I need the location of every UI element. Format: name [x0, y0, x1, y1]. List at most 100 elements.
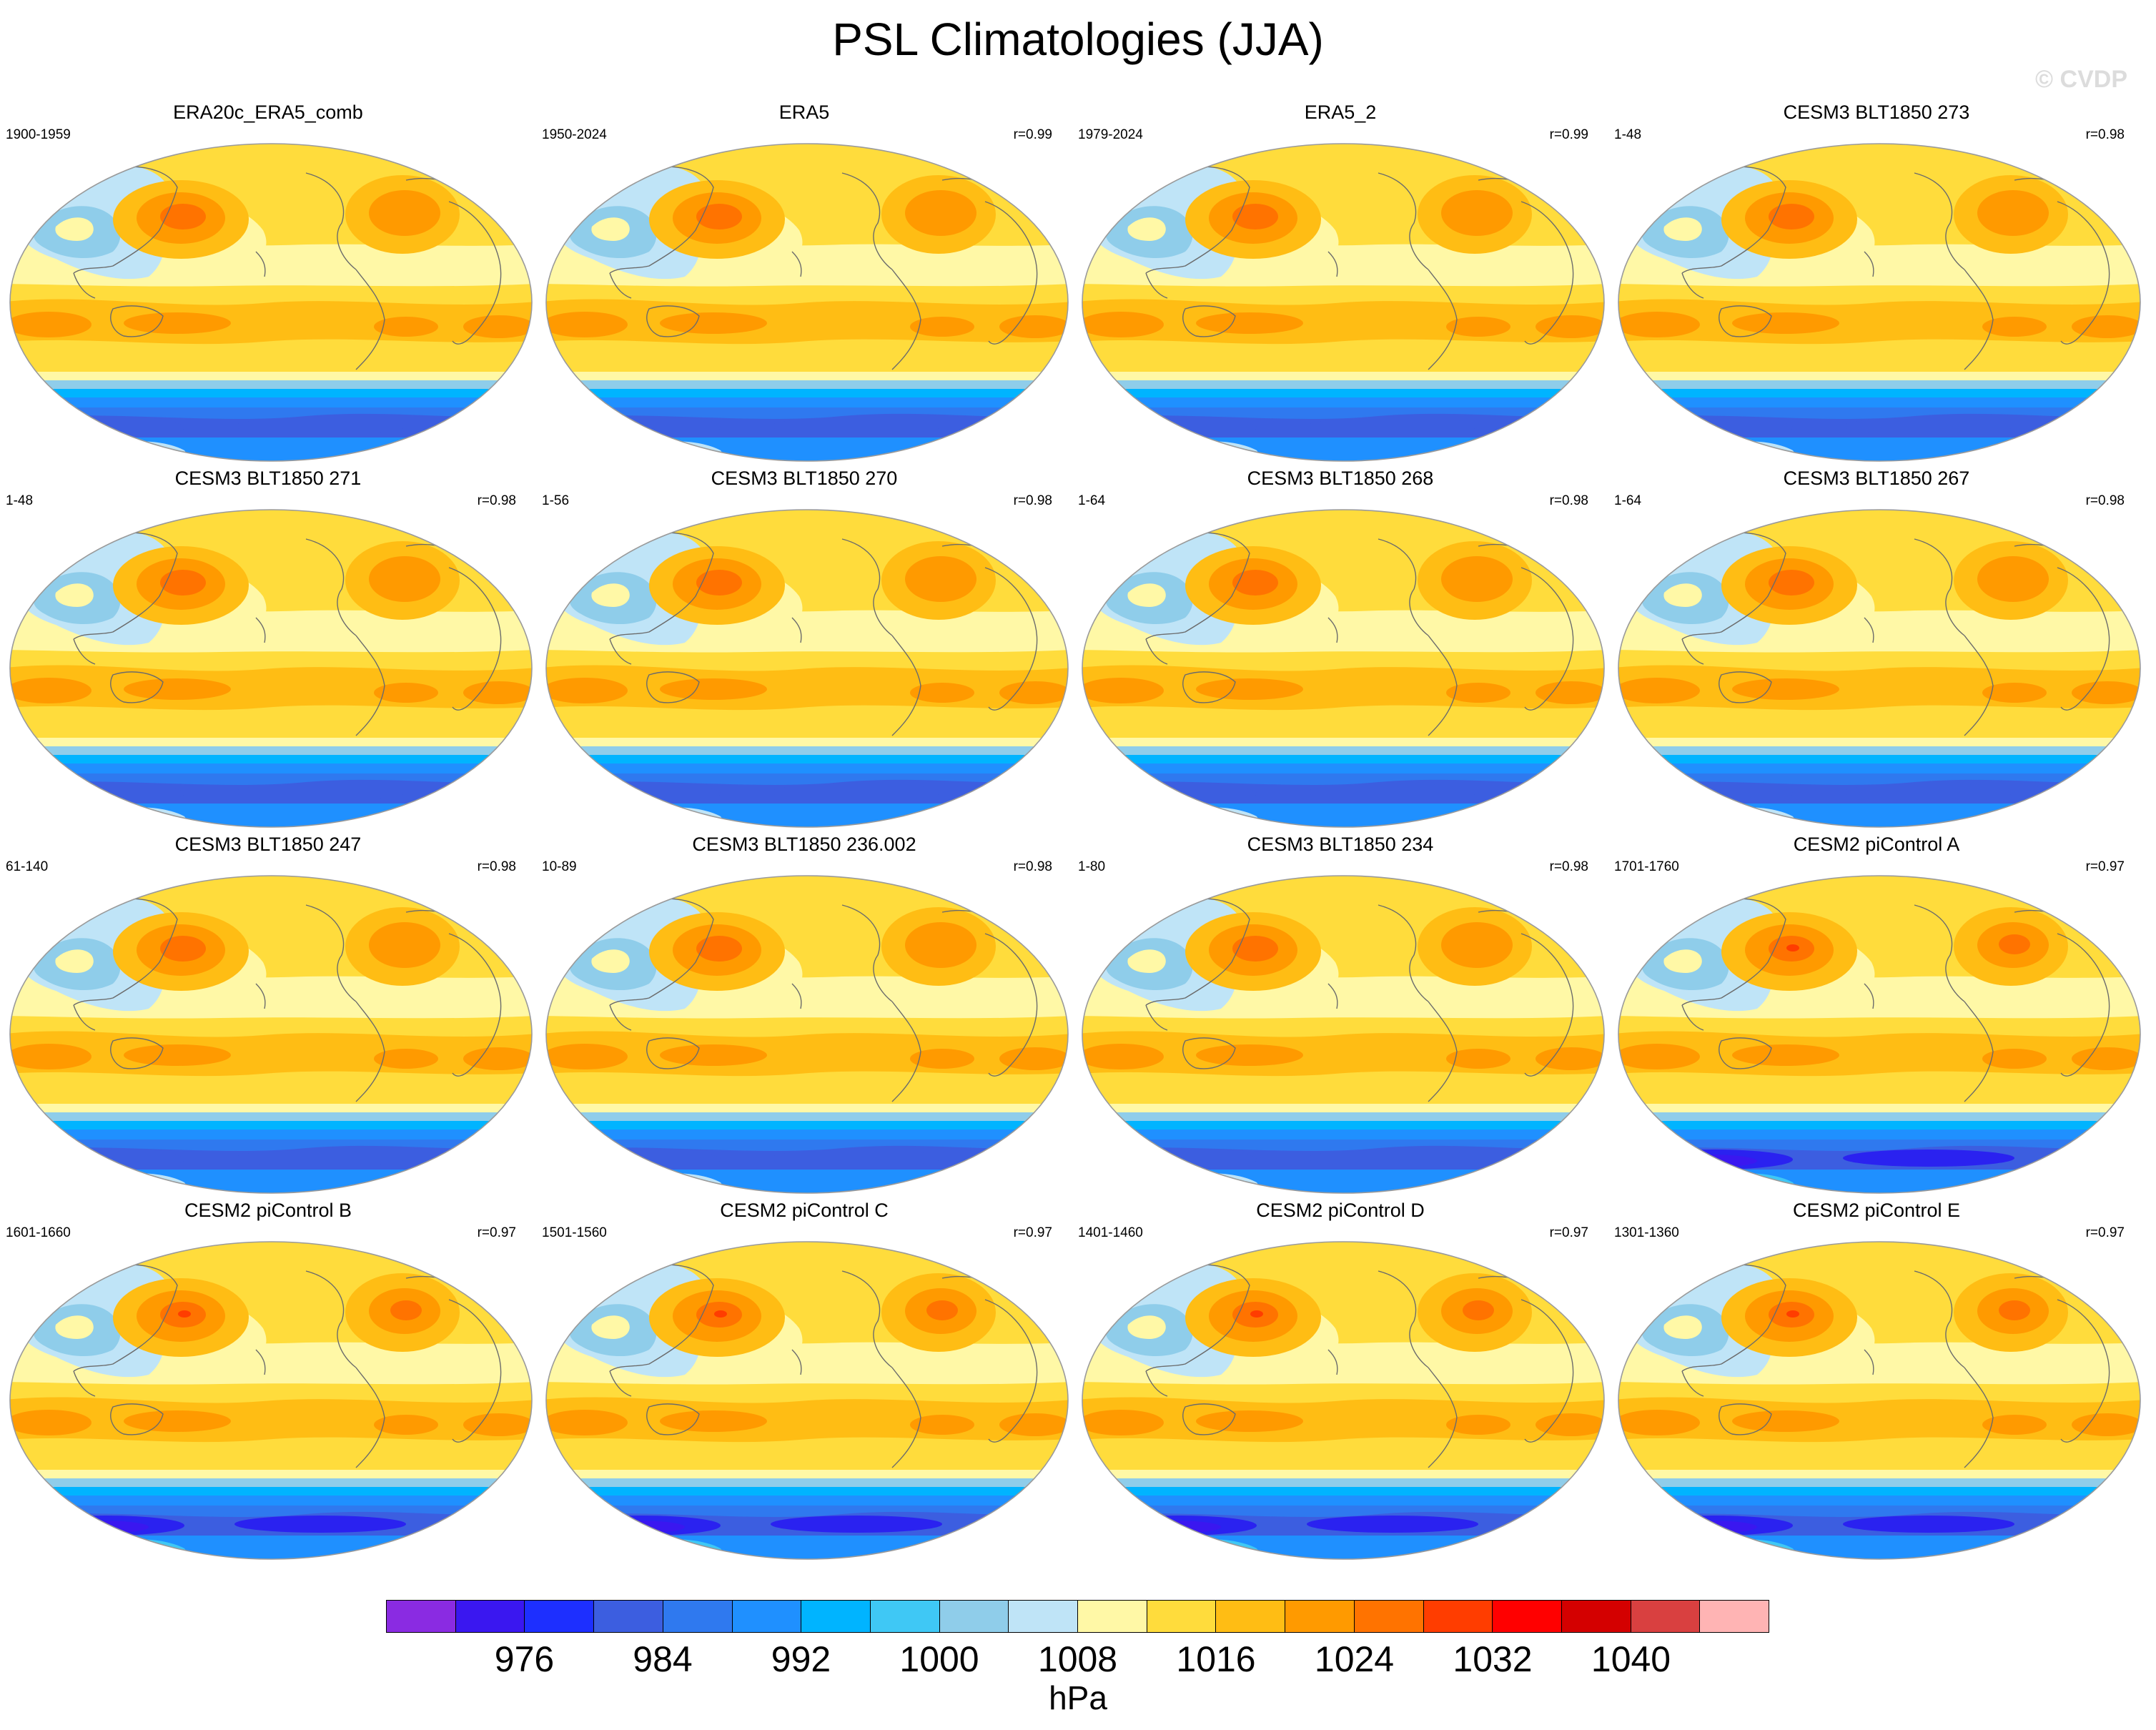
colorbar-swatch — [525, 1601, 595, 1632]
colorbar-swatch — [1354, 1601, 1424, 1632]
map-panel: ERA5_2 1979-2024 r=0.99 — [1072, 102, 1608, 468]
map-panel: CESM3 BLT1850 236.002 10-89 r=0.98 — [536, 834, 1072, 1200]
colorbar-tick-label: 1016 — [1176, 1639, 1256, 1679]
colorbar-tick-label: 976 — [494, 1639, 555, 1679]
psl-field — [10, 144, 532, 461]
psl-field — [546, 1242, 1068, 1559]
panel-years: 1301-1360 — [1614, 1225, 1679, 1240]
colorbar-swatch — [1700, 1601, 1769, 1632]
psl-field — [10, 876, 532, 1193]
map-outline — [545, 1241, 1069, 1560]
world-map — [545, 1241, 1069, 1560]
map-panel: CESM3 BLT1850 271 1-48 r=0.98 — [0, 468, 536, 834]
panel-years: 1-80 — [1078, 859, 1106, 874]
panel-title: CESM3 BLT1850 273 — [1783, 102, 1970, 123]
map-outline — [1618, 143, 2141, 462]
map-panel: CESM2 piControl D 1401-1460 r=0.97 — [1072, 1200, 1608, 1566]
psl-field — [10, 1242, 532, 1559]
colorbar-swatch — [801, 1601, 871, 1632]
colorbar — [386, 1600, 1769, 1637]
panel-years: 1979-2024 — [1078, 127, 1143, 142]
map-panel: CESM2 piControl C 1501-1560 r=0.97 — [536, 1200, 1072, 1566]
psl-field — [1618, 876, 2140, 1193]
colorbar-swatch — [387, 1601, 456, 1632]
cvdp-credit: © CVDP — [2035, 66, 2127, 93]
colorbar-tick-label: 992 — [771, 1639, 831, 1679]
psl-field — [1618, 510, 2140, 827]
colorbar-tick-label: 1008 — [1037, 1639, 1118, 1679]
map-outline — [1618, 875, 2141, 1194]
panel-correlation: r=0.97 — [1013, 1225, 1052, 1240]
world-map — [9, 875, 533, 1194]
map-outline — [1082, 509, 1605, 828]
world-map — [1618, 875, 2141, 1194]
world-map — [545, 143, 1069, 462]
panel-years: 1-56 — [542, 493, 570, 508]
colorbar-swatch — [1493, 1601, 1562, 1632]
panel-title: CESM3 BLT1850 270 — [711, 468, 898, 489]
map-outline — [1082, 875, 1605, 1194]
psl-field — [1082, 876, 1604, 1193]
map-panel: CESM3 BLT1850 270 1-56 r=0.98 — [536, 468, 1072, 834]
panel-title: CESM2 piControl A — [1793, 834, 1960, 855]
panel-title: CESM2 piControl B — [184, 1200, 352, 1221]
colorbar-swatch — [732, 1601, 802, 1632]
panel-years: 61-140 — [6, 859, 49, 874]
panel-years: 1-64 — [1614, 493, 1642, 508]
map-panel: CESM2 piControl B 1601-1660 r=0.97 — [0, 1200, 536, 1566]
panel-correlation: r=0.99 — [1013, 127, 1052, 142]
figure-title: PSL Climatologies (JJA) — [832, 14, 1324, 65]
panel-years: 1701-1760 — [1614, 859, 1679, 874]
map-outline — [545, 875, 1069, 1194]
panel-correlation: r=0.98 — [1013, 493, 1052, 508]
panel-title: CESM3 BLT1850 234 — [1247, 834, 1434, 855]
panel-title: CESM3 BLT1850 236.002 — [692, 834, 916, 855]
map-panel: ERA20c_ERA5_comb 1900-1959 — [0, 102, 536, 468]
panel-correlation: r=0.98 — [477, 859, 516, 874]
psl-field — [10, 510, 532, 827]
map-panel: ERA5 1950-2024 r=0.99 — [536, 102, 1072, 468]
world-map — [1618, 143, 2141, 462]
map-panel: CESM2 piControl A 1701-1760 r=0.97 — [1608, 834, 2145, 1200]
panel-correlation: r=0.98 — [2085, 127, 2125, 142]
psl-field — [546, 510, 1068, 827]
panel-years: 1401-1460 — [1078, 1225, 1143, 1240]
colorbar-tick-label: 1000 — [899, 1639, 979, 1679]
psl-field — [1618, 1242, 2140, 1559]
colorbar-swatch — [663, 1601, 733, 1632]
world-map — [1618, 1241, 2141, 1560]
world-map — [1082, 1241, 1605, 1560]
colorbar-swatch — [1009, 1601, 1079, 1632]
panel-correlation: r=0.98 — [477, 493, 516, 508]
colorbar-tick-label: 1024 — [1314, 1639, 1395, 1679]
panel-correlation: r=0.97 — [2085, 859, 2125, 874]
panel-title: CESM2 piControl D — [1256, 1200, 1425, 1221]
psl-field — [1082, 144, 1604, 461]
world-map — [1082, 143, 1605, 462]
map-outline — [1082, 143, 1605, 462]
panel-correlation: r=0.98 — [1013, 859, 1052, 874]
panel-correlation: r=0.98 — [1549, 859, 1588, 874]
world-map — [1082, 875, 1605, 1194]
world-map — [545, 875, 1069, 1194]
panel-years: 1-48 — [6, 493, 34, 508]
map-panel: CESM3 BLT1850 247 61-140 r=0.98 — [0, 834, 536, 1200]
map-panel: CESM3 BLT1850 273 1-48 r=0.98 — [1608, 102, 2145, 468]
panel-title: CESM2 piControl C — [720, 1200, 889, 1221]
panel-years: 1950-2024 — [542, 127, 607, 142]
panel-correlation: r=0.97 — [477, 1225, 516, 1240]
world-map — [9, 1241, 533, 1560]
colorbar-swatch — [939, 1601, 1009, 1632]
colorbar-swatch — [1423, 1601, 1493, 1632]
map-panel: CESM2 piControl E 1301-1360 r=0.97 — [1608, 1200, 2145, 1566]
panel-years: 1-64 — [1078, 493, 1106, 508]
panel-years: 1501-1560 — [542, 1225, 607, 1240]
map-outline — [545, 509, 1069, 828]
map-outline — [1082, 1241, 1605, 1560]
panel-correlation: r=0.97 — [2085, 1225, 2125, 1240]
panel-correlation: r=0.99 — [1549, 127, 1588, 142]
panel-title: CESM3 BLT1850 268 — [1247, 468, 1434, 489]
panel-title: CESM2 piControl E — [1792, 1200, 1961, 1221]
world-map — [1618, 509, 2141, 828]
colorbar-swatch — [1216, 1601, 1286, 1632]
